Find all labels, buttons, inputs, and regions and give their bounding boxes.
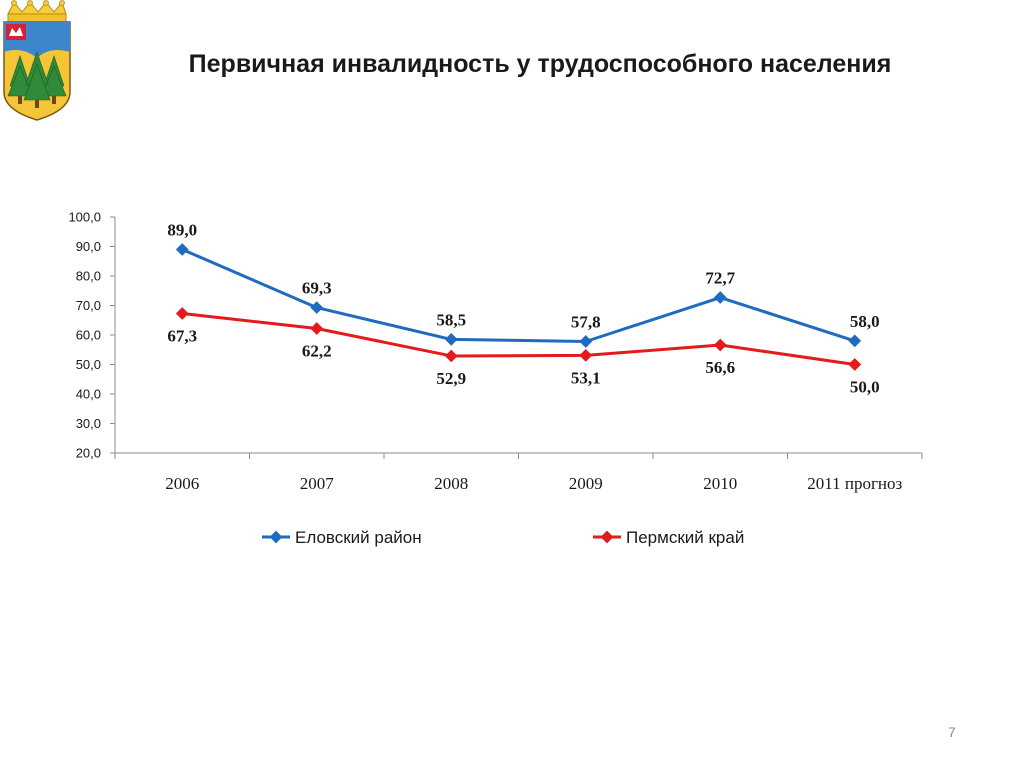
data-point — [310, 301, 324, 314]
y-tick-label: 30,0 — [76, 416, 101, 431]
series-line-1 — [181, 248, 856, 343]
coat-of-arms-logo — [3, 0, 71, 121]
x-tick-label: 2011 прогноз — [807, 474, 902, 493]
series-line-2 — [182, 311, 855, 366]
data-point — [713, 291, 727, 304]
y-tick-label: 70,0 — [76, 298, 101, 313]
data-point — [175, 243, 189, 256]
data-label: 69,3 — [302, 279, 332, 298]
data-point — [175, 307, 189, 320]
data-point — [848, 358, 862, 371]
data-label: 72,7 — [705, 269, 735, 288]
x-tick-label: 2010 — [703, 474, 737, 493]
legend-marker-1 — [269, 530, 283, 544]
data-label: 58,0 — [850, 312, 880, 331]
y-tick-label: 90,0 — [76, 239, 101, 254]
data-label: 89,0 — [167, 220, 197, 239]
y-tick-label: 80,0 — [76, 269, 101, 284]
y-tick-label: 20,0 — [76, 446, 101, 461]
page-title: Первичная инвалидность у трудоспособного… — [188, 50, 892, 78]
data-label: 53,1 — [571, 368, 601, 387]
legend-marker-2 — [600, 530, 614, 544]
data-point — [444, 333, 458, 346]
y-tick-label: 100,0 — [68, 210, 101, 225]
crown-icon — [7, 0, 67, 23]
fir-trees-icon — [7, 51, 67, 108]
legend-label-1: Еловский район — [295, 528, 422, 547]
x-tick-label: 2009 — [569, 474, 603, 493]
data-label: 52,9 — [436, 369, 466, 388]
data-label: 67,3 — [167, 326, 197, 345]
data-point — [579, 348, 593, 362]
x-tick-label: 2007 — [300, 474, 335, 493]
y-tick-label: 50,0 — [76, 357, 101, 372]
y-tick-label: 40,0 — [76, 387, 101, 402]
data-point — [444, 349, 458, 363]
legend-label-2: Пермский край — [626, 528, 744, 547]
y-tick-label: 60,0 — [76, 328, 101, 343]
data-label: 62,2 — [302, 342, 332, 361]
data-label: 57,8 — [571, 312, 601, 331]
data-point — [713, 338, 727, 352]
x-tick-label: 2006 — [165, 474, 199, 493]
page-number: 7 — [948, 724, 956, 740]
data-label: 50,0 — [850, 378, 880, 397]
x-tick-label: 2008 — [434, 474, 468, 493]
data-label: 56,6 — [705, 358, 735, 377]
data-point — [579, 335, 593, 348]
data-point — [848, 334, 862, 348]
data-label: 58,5 — [436, 310, 466, 329]
data-point — [310, 322, 324, 335]
